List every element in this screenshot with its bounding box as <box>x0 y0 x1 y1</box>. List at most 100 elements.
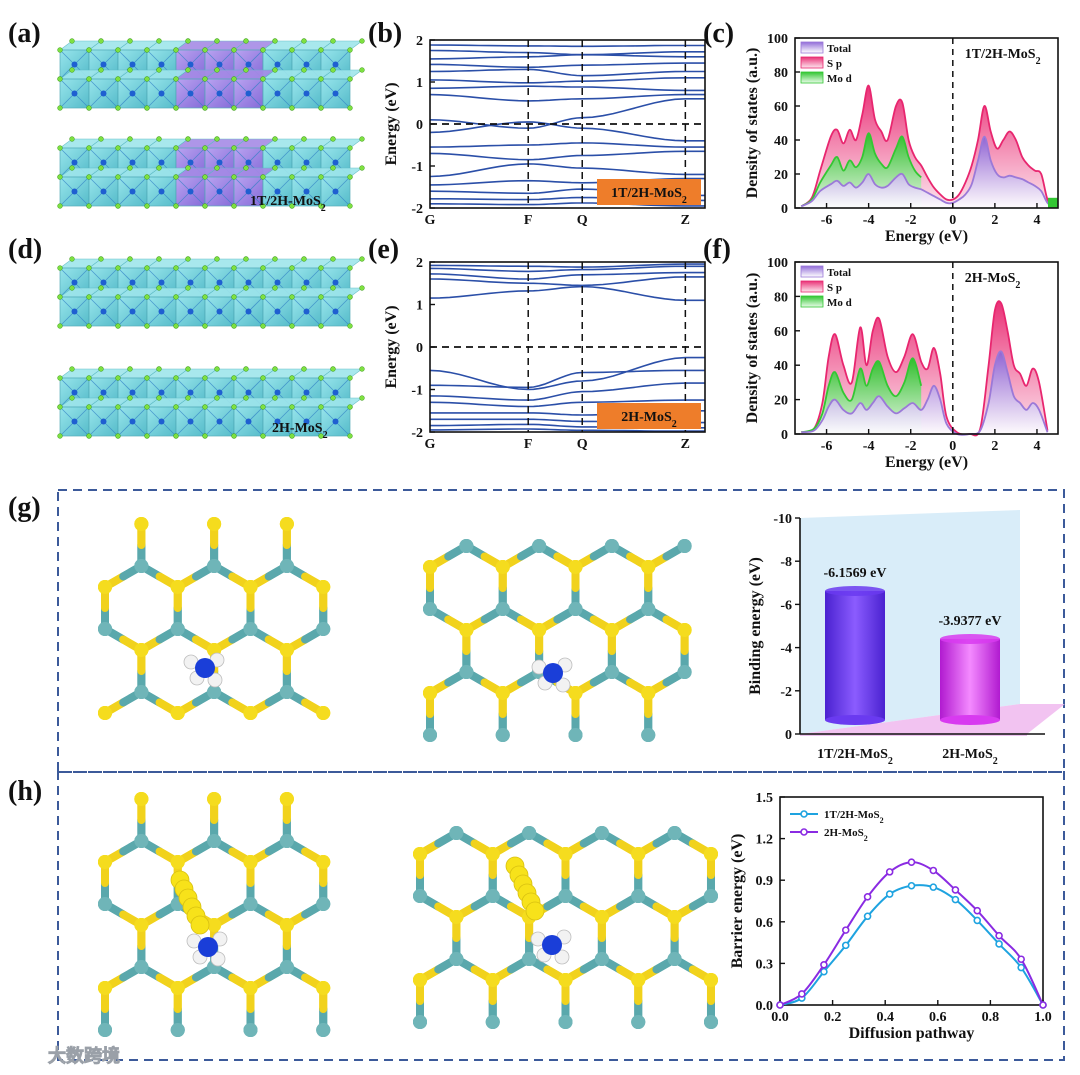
series-point-1 <box>995 931 1003 940</box>
s-atom <box>289 145 295 151</box>
s-atom <box>568 686 583 700</box>
s-atom <box>214 256 220 262</box>
s-atom <box>134 517 149 531</box>
series-point-1 <box>885 868 894 876</box>
watermark: 大数跨境 <box>48 1045 120 1067</box>
diffusion-path-atom <box>190 915 210 935</box>
s-atom <box>170 706 185 720</box>
x-tick-label: 1.0 <box>1034 1010 1052 1025</box>
s-atom <box>185 38 191 44</box>
s-atom <box>485 847 500 861</box>
s-atom <box>558 973 573 987</box>
s-atom <box>69 136 75 142</box>
mo-atom <box>485 1015 500 1029</box>
s-atom <box>57 265 63 271</box>
s-atom <box>156 366 162 372</box>
mo-atom <box>129 159 136 166</box>
s-atom <box>86 105 92 111</box>
y-axis-label: Binding energy (eV) <box>747 557 764 695</box>
s-atom <box>86 174 92 180</box>
s-atom <box>173 174 179 180</box>
y-tick-label: 0 <box>416 341 423 356</box>
s-atom <box>231 404 237 410</box>
s-atom <box>156 67 162 73</box>
series-point-1 <box>841 926 850 934</box>
s-atom <box>185 67 191 73</box>
s-atom <box>485 973 500 987</box>
s-atom <box>243 165 249 171</box>
legend-swatch <box>800 71 824 84</box>
dos-title: 1T/2H-MoS2 <box>965 47 1041 67</box>
legend-main: 1T/2H-MoS <box>824 809 880 821</box>
s-atom <box>677 623 692 637</box>
mo-atom <box>129 61 136 68</box>
s-atom <box>156 256 162 262</box>
mo-atom <box>568 728 583 742</box>
s-atom <box>594 910 609 924</box>
y-axis-label: Energy (eV) <box>383 82 400 165</box>
mo-atom <box>170 622 185 636</box>
mo-atom <box>129 188 136 195</box>
legend-sub: 2 <box>864 834 868 843</box>
s-atom <box>318 203 324 209</box>
mo-atom <box>187 188 194 195</box>
y-tick-label: 0 <box>781 202 788 217</box>
s-atom <box>260 404 266 410</box>
mo-atom <box>245 418 252 425</box>
x-tick-label: 0.6 <box>929 1010 947 1025</box>
s-atom <box>243 366 249 372</box>
s-atom <box>243 256 249 262</box>
s-atom <box>260 433 266 439</box>
s-atom <box>202 105 208 111</box>
binding-energy-chart: 0 -2 -4 -6 -8 -10 Binding energy (eV) -6.1569 e… <box>747 510 1065 767</box>
s-atom <box>144 404 150 410</box>
mo-atom <box>485 889 500 903</box>
s-atom <box>86 145 92 151</box>
mo-atom <box>187 90 194 97</box>
mo-atom <box>332 90 339 97</box>
y-tick-label: -4 <box>780 642 792 657</box>
mo-atom <box>243 622 258 636</box>
s-atom <box>127 395 133 401</box>
s-atom <box>272 395 278 401</box>
s-atom <box>115 375 121 381</box>
s-atom <box>173 105 179 111</box>
h-atom <box>207 672 223 688</box>
s-atom <box>272 136 278 142</box>
x-tick-label: G <box>425 213 436 228</box>
s-atom <box>231 47 237 53</box>
s-atom <box>359 366 365 372</box>
s-atom <box>57 323 63 329</box>
y-tick-label: 0 <box>781 428 788 443</box>
panel-label-f: (f) <box>703 234 731 265</box>
dos-line-total <box>800 135 1055 208</box>
s-atom <box>243 706 258 720</box>
mo-atom <box>98 622 112 636</box>
x-tick-label: 0 <box>949 439 956 454</box>
s-atom <box>243 67 249 73</box>
x-tick-label: Z <box>681 437 690 452</box>
s-atom <box>318 323 324 329</box>
y-tick-label: 0 <box>416 118 423 133</box>
band-line-7 <box>429 93 705 102</box>
mo-atom <box>245 159 252 166</box>
mo-atom <box>677 665 692 679</box>
mo-atom <box>245 61 252 68</box>
s-atom <box>69 285 75 291</box>
band-line-0 <box>429 44 705 48</box>
y-tick-label: 40 <box>774 134 788 149</box>
plot-frame <box>794 37 1059 209</box>
mo-atom <box>129 279 136 286</box>
y-tick-label: 1.2 <box>756 833 774 848</box>
y-tick-label: 20 <box>774 168 788 183</box>
s-atom <box>214 366 220 372</box>
s-atom <box>115 105 121 111</box>
s-atom <box>144 76 150 82</box>
s-atom <box>459 623 474 637</box>
s-atom <box>359 395 365 401</box>
s-atom <box>318 174 324 180</box>
diffusion-model-2H <box>413 826 718 1029</box>
mo-atom <box>332 61 339 68</box>
s-atom <box>98 285 104 291</box>
mo-atom <box>594 826 609 840</box>
